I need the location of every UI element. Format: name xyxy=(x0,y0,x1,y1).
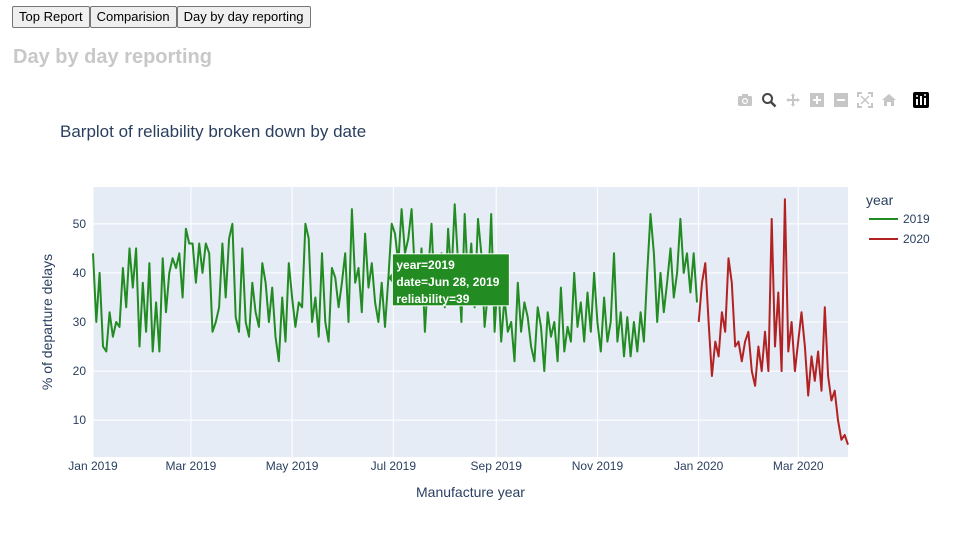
x-tick-label: Sep 2019 xyxy=(471,459,523,473)
x-axis-title: Manufacture year xyxy=(416,484,525,500)
page-title: Day by day reporting xyxy=(13,46,212,68)
y-tick-label: 40 xyxy=(73,266,87,280)
tooltip-line: year=2019 xyxy=(396,258,455,272)
y-tick-label: 10 xyxy=(73,413,87,427)
legend-label-2019[interactable]: 2019 xyxy=(903,212,930,226)
tab-top-report[interactable]: Top Report xyxy=(12,6,90,28)
x-tick-label: May 2019 xyxy=(266,459,319,473)
series-line-2019[interactable] xyxy=(92,203,698,373)
legend-title: year xyxy=(866,192,894,208)
x-tick-label: Jan 2020 xyxy=(674,459,724,473)
x-tick-label: Jul 2019 xyxy=(371,459,417,473)
zoom-icon[interactable] xyxy=(759,90,778,109)
zoom-in-icon[interactable] xyxy=(807,90,826,109)
x-tick-label: Nov 2019 xyxy=(572,459,624,473)
y-tick-label: 50 xyxy=(73,217,87,231)
tab-comparision[interactable]: Comparision xyxy=(89,6,177,28)
pan-icon[interactable] xyxy=(783,90,802,109)
y-tick-label: 30 xyxy=(73,315,87,329)
reset-axes-icon[interactable] xyxy=(879,90,898,109)
tooltip-box xyxy=(391,253,510,307)
x-tick-label: Jan 2019 xyxy=(68,459,118,473)
zoom-out-icon[interactable] xyxy=(831,90,850,109)
series-line-2020[interactable] xyxy=(697,198,849,446)
x-tick-label: Mar 2020 xyxy=(773,459,824,473)
camera-icon[interactable] xyxy=(735,90,754,109)
tooltip-pointer xyxy=(388,272,393,283)
chart-title: Barplot of reliability broken down by da… xyxy=(60,122,366,141)
plot-modebar xyxy=(735,90,935,109)
tooltip-line: reliability=39 xyxy=(396,292,469,306)
legend-label-2020[interactable]: 2020 xyxy=(903,232,930,246)
y-axis-title: % of departure delays xyxy=(39,254,55,390)
tab-day-by-day-reporting[interactable]: Day by day reporting xyxy=(176,6,311,28)
tooltip-line: date=Jun 28, 2019 xyxy=(396,275,499,289)
autoscale-icon[interactable] xyxy=(855,90,874,109)
tab-bar: Top Report Comparision Day by day report… xyxy=(12,6,311,28)
plotly-logo-icon[interactable] xyxy=(911,90,930,109)
y-tick-label: 20 xyxy=(73,364,87,378)
x-tick-label: Mar 2019 xyxy=(166,459,217,473)
